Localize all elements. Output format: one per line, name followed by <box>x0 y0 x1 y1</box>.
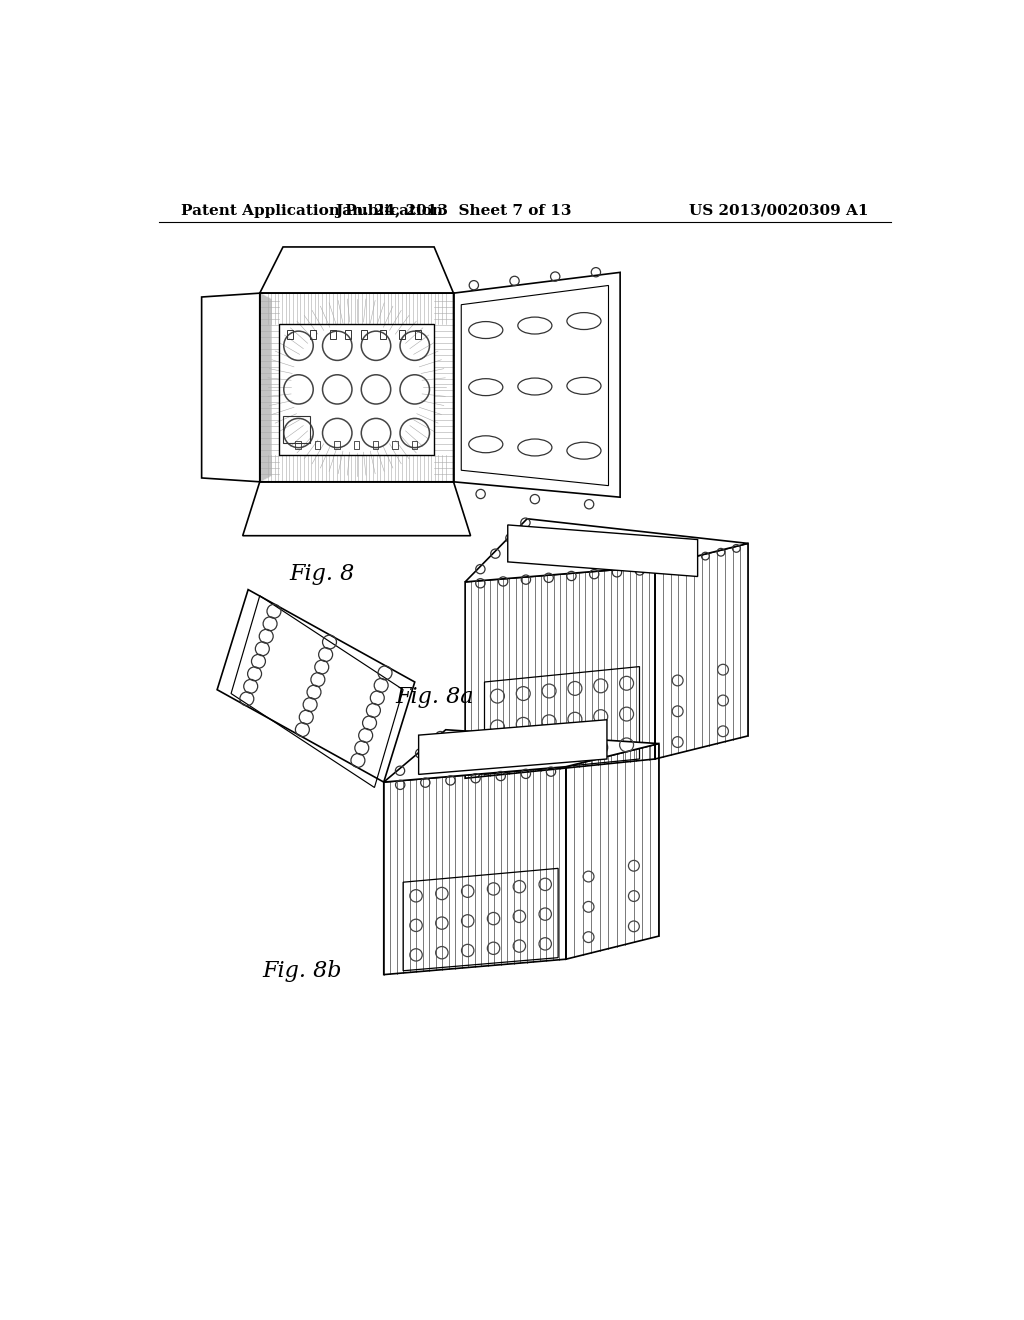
Bar <box>310 330 316 339</box>
Bar <box>380 330 386 339</box>
Text: Patent Application Publication: Patent Application Publication <box>180 203 442 218</box>
Bar <box>314 441 321 449</box>
Bar <box>373 441 378 449</box>
Polygon shape <box>384 730 658 781</box>
Bar <box>360 330 367 339</box>
Bar <box>412 441 417 449</box>
Bar <box>415 330 421 339</box>
Polygon shape <box>465 519 748 582</box>
Bar <box>399 330 406 339</box>
Polygon shape <box>217 590 415 781</box>
Text: Jan. 24, 2013  Sheet 7 of 13: Jan. 24, 2013 Sheet 7 of 13 <box>335 203 571 218</box>
Bar <box>287 330 293 339</box>
Bar <box>283 416 310 444</box>
Bar <box>353 441 359 449</box>
Polygon shape <box>419 719 607 775</box>
Text: Fig. 8b: Fig. 8b <box>262 960 342 982</box>
Polygon shape <box>508 525 697 577</box>
Bar <box>295 441 301 449</box>
Bar <box>392 441 397 449</box>
Text: US 2013/0020309 A1: US 2013/0020309 A1 <box>689 203 869 218</box>
Text: Fig. 8: Fig. 8 <box>289 564 354 585</box>
Bar <box>334 441 340 449</box>
Bar <box>345 330 351 339</box>
Bar <box>330 330 336 339</box>
Text: Fig. 8a: Fig. 8a <box>395 686 473 709</box>
